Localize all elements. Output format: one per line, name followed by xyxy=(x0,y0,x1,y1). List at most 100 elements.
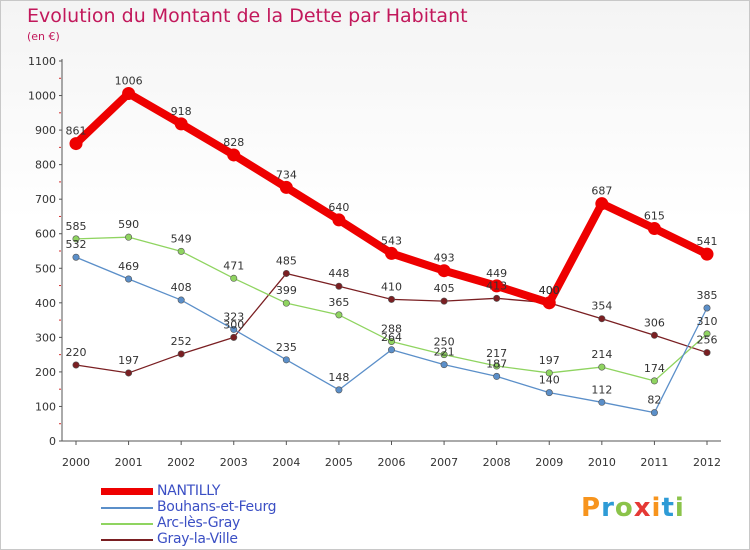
y-tick-label: 900 xyxy=(35,124,56,137)
data-label: 250 xyxy=(434,336,455,349)
data-label: 187 xyxy=(486,357,507,370)
data-label: 252 xyxy=(171,335,192,348)
y-tick-label: 200 xyxy=(35,366,56,379)
data-point xyxy=(650,331,658,339)
data-label: 217 xyxy=(486,347,507,360)
data-point xyxy=(595,197,609,211)
data-label: 861 xyxy=(66,125,87,138)
data-label: 385 xyxy=(697,289,718,302)
data-label: 532 xyxy=(66,238,87,251)
data-point xyxy=(598,315,606,323)
data-label: 543 xyxy=(381,234,402,247)
legend-swatch xyxy=(101,507,153,509)
data-label: 828 xyxy=(223,136,244,149)
data-point xyxy=(440,351,448,359)
data-label: 288 xyxy=(381,323,402,336)
data-point xyxy=(335,282,343,290)
data-label: 590 xyxy=(118,218,139,231)
legend-swatch xyxy=(101,488,153,495)
data-point xyxy=(282,299,290,307)
data-point xyxy=(387,338,395,346)
y-tick-label: 400 xyxy=(35,297,56,310)
data-point xyxy=(72,253,80,261)
y-tick-label: 0 xyxy=(49,435,56,448)
chart-unit: (en €) xyxy=(27,30,60,43)
y-tick-label: 300 xyxy=(35,331,56,344)
data-label: 449 xyxy=(486,267,507,280)
data-label: 174 xyxy=(644,362,665,375)
series-line-nantilly xyxy=(72,89,711,307)
x-tick-label: 2010 xyxy=(588,456,616,469)
data-label: 220 xyxy=(66,346,87,359)
data-label: 493 xyxy=(434,252,455,265)
data-label: 410 xyxy=(381,280,402,293)
x-tick-label: 2001 xyxy=(115,456,143,469)
data-label: 214 xyxy=(591,348,612,361)
data-point xyxy=(125,233,133,241)
x-tick-label: 2012 xyxy=(693,456,721,469)
y-tick-label: 500 xyxy=(35,262,56,275)
data-label: 405 xyxy=(434,282,455,295)
data-point xyxy=(174,117,188,131)
data-point xyxy=(177,350,185,358)
data-label: 197 xyxy=(118,354,139,367)
x-tick-label: 2011 xyxy=(640,456,668,469)
data-label: 615 xyxy=(644,210,665,223)
data-point xyxy=(650,409,658,417)
x-tick-label: 2006 xyxy=(378,456,406,469)
x-tick-label: 2004 xyxy=(272,456,300,469)
proxiti-logo: Proxiti xyxy=(581,493,685,523)
data-label: 585 xyxy=(66,220,87,233)
data-point xyxy=(335,386,343,394)
legend-swatch xyxy=(101,523,153,525)
data-label: 918 xyxy=(171,105,192,118)
data-point xyxy=(490,279,504,293)
data-label: 365 xyxy=(328,296,349,309)
data-label: 197 xyxy=(539,354,560,367)
data-point xyxy=(703,304,711,312)
data-label: 300 xyxy=(223,318,244,331)
data-point xyxy=(598,363,606,371)
data-label: 112 xyxy=(591,383,612,396)
data-label: 148 xyxy=(328,371,349,384)
data-label: 469 xyxy=(118,260,139,273)
data-point xyxy=(437,264,451,278)
y-tick-label: 600 xyxy=(35,228,56,241)
x-tick-label: 2007 xyxy=(430,456,458,469)
data-label: 354 xyxy=(591,300,612,313)
data-point xyxy=(545,389,553,397)
x-tick-label: 2000 xyxy=(62,456,90,469)
data-label: 399 xyxy=(276,284,297,297)
data-label: 323 xyxy=(223,310,244,323)
legend-label: NANTILLY xyxy=(157,483,221,499)
data-label: 640 xyxy=(328,201,349,214)
x-tick-label: 2005 xyxy=(325,456,353,469)
data-point xyxy=(493,362,501,370)
x-tick-label: 2008 xyxy=(483,456,511,469)
data-point xyxy=(650,377,658,385)
data-point xyxy=(598,398,606,406)
y-tick-label: 700 xyxy=(35,193,56,206)
data-point xyxy=(72,361,80,369)
data-point xyxy=(282,269,290,277)
data-point xyxy=(440,361,448,369)
data-point xyxy=(282,356,290,364)
data-point xyxy=(387,295,395,303)
data-label: 1006 xyxy=(115,74,143,87)
data-point xyxy=(177,247,185,255)
data-point xyxy=(230,333,238,341)
data-point xyxy=(387,346,395,354)
data-point xyxy=(703,330,711,338)
data-point xyxy=(545,369,553,377)
data-label: 408 xyxy=(171,281,192,294)
data-label: 400 xyxy=(539,284,560,297)
data-point xyxy=(72,235,80,243)
data-label: 471 xyxy=(223,259,244,272)
x-tick-label: 2002 xyxy=(167,456,195,469)
data-point xyxy=(122,86,136,100)
legend-label: Bouhans-et-Feurg xyxy=(157,499,277,515)
data-label: 82 xyxy=(647,394,661,407)
data-label: 256 xyxy=(697,334,718,347)
